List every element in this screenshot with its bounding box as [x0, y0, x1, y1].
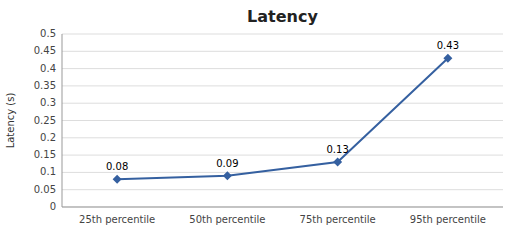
title: Latency: [247, 7, 318, 26]
page: {"chart_data": {"type": "line", "title":…: [0, 0, 515, 235]
x-tick-label: 50th percentile: [189, 214, 265, 225]
grid-line: [62, 207, 503, 208]
y-tick-label: 0.4: [40, 63, 56, 74]
y-tick-label: 0.25: [34, 115, 56, 126]
data-label: 0.09: [216, 158, 238, 169]
plot-area: [113, 54, 453, 184]
x-tick-label: 25th percentile: [79, 214, 155, 225]
data-label: 0.08: [106, 161, 128, 172]
data-labels: 0.08 0.09 0.13 0.43: [106, 40, 459, 172]
grid-line: [62, 34, 503, 35]
y-tick-label: 0.5: [40, 28, 56, 39]
y-tick-label: 0.05: [34, 184, 56, 195]
x-tick-label: 75th percentile: [300, 214, 376, 225]
x-axis-line: [62, 207, 503, 208]
grid-line: [62, 189, 503, 190]
point: [113, 175, 122, 184]
chart: 0 0.05 0.1 0.15 0.2 0.25 0.3 0.35 0.4 0.45 0.5 25th…: [0, 0, 515, 235]
y-axis-line: [62, 34, 63, 207]
point: [223, 171, 232, 180]
y-tick-label: 0.35: [34, 80, 56, 91]
y-tick-label: 0.3: [40, 97, 56, 108]
point: [333, 158, 342, 167]
line: [117, 58, 448, 179]
grid-line: [62, 120, 503, 121]
y-tick-label: 0.1: [40, 166, 56, 177]
y-tick-label: 0.45: [34, 45, 56, 56]
y-axis-label: Latency (s): [5, 93, 16, 149]
grid-line: [62, 137, 503, 138]
y-axis: 0 0.05 0.1 0.15 0.2 0.25 0.3 0.35 0.4 0.45 0.5: [34, 28, 62, 212]
x-tick-label: 95th percentile: [410, 214, 486, 225]
grid-line: [62, 85, 503, 86]
grid-line: [62, 155, 503, 156]
y-tick-label: 0.2: [40, 132, 56, 143]
data-label: 0.13: [326, 144, 348, 155]
x-axis: 25th percentile 50th percentile 75th perce…: [62, 207, 503, 225]
chart-container: 0 0.05 0.1 0.15 0.2 0.25 0.3 0.35 0.4 0.45 0.5 25th…: [0, 0, 515, 235]
data-label: 0.43: [437, 40, 459, 51]
point: [443, 54, 452, 63]
y-tick-label: 0.15: [34, 149, 56, 160]
grid-line: [62, 103, 503, 104]
grid: [62, 34, 503, 207]
y-tick-label: 0: [50, 201, 56, 212]
